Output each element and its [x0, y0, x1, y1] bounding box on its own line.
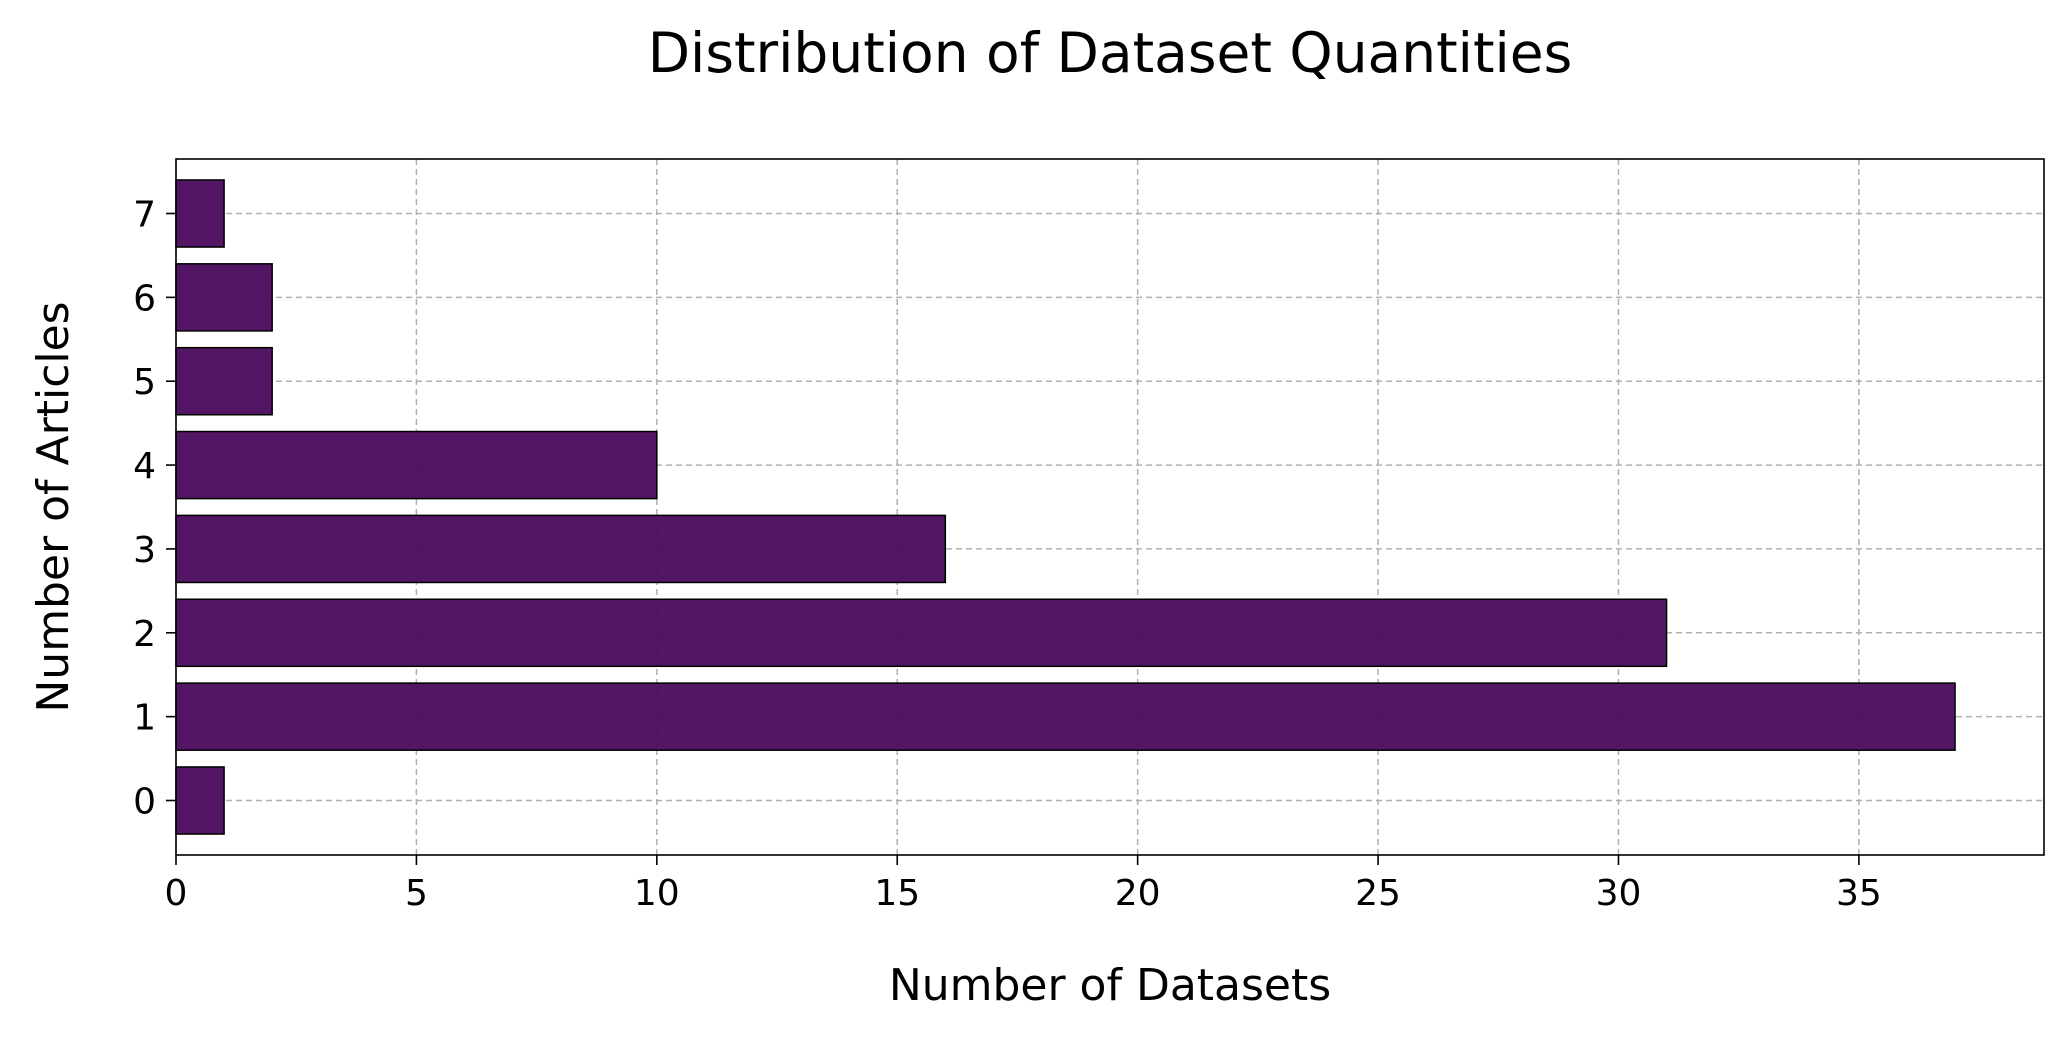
bar-0	[175, 766, 225, 835]
bar-7	[175, 179, 225, 248]
x-tick-label: 5	[405, 873, 428, 914]
y-tick-label: 1	[133, 698, 156, 739]
x-tick-label: 15	[874, 873, 920, 914]
y-tick-label: 5	[133, 362, 156, 403]
y-tick-label: 3	[133, 530, 156, 571]
chart-title: Distribution of Dataset Quantities	[648, 21, 1573, 85]
bar-4	[175, 430, 658, 500]
x-tick-label: 30	[1596, 873, 1642, 914]
y-tick-label: 7	[133, 195, 156, 236]
bar-5	[175, 346, 273, 416]
bars	[175, 179, 1956, 835]
x-axis: 0 5 10 15 20 25 30 35	[165, 855, 1882, 914]
x-axis-label: Number of Datasets	[889, 960, 1331, 1011]
y-tick-label: 4	[133, 446, 156, 487]
bar-1	[175, 682, 1956, 751]
bar-3	[175, 514, 947, 584]
x-tick-label: 35	[1836, 873, 1882, 914]
y-axis-label: Number of Articles	[28, 301, 79, 712]
bar-6	[175, 263, 273, 332]
y-tick-label: 6	[133, 278, 156, 319]
x-tick-label: 20	[1115, 873, 1161, 914]
x-tick-label: 0	[165, 873, 188, 914]
x-tick-label: 25	[1355, 873, 1401, 914]
plot-area	[175, 158, 2045, 856]
y-tick-label: 2	[133, 614, 156, 655]
y-tick-label: 0	[133, 781, 156, 822]
bar-2	[175, 598, 1668, 668]
y-axis: 0 1 2 3 4 5 6 7	[133, 195, 176, 822]
x-tick-label: 10	[634, 873, 680, 914]
